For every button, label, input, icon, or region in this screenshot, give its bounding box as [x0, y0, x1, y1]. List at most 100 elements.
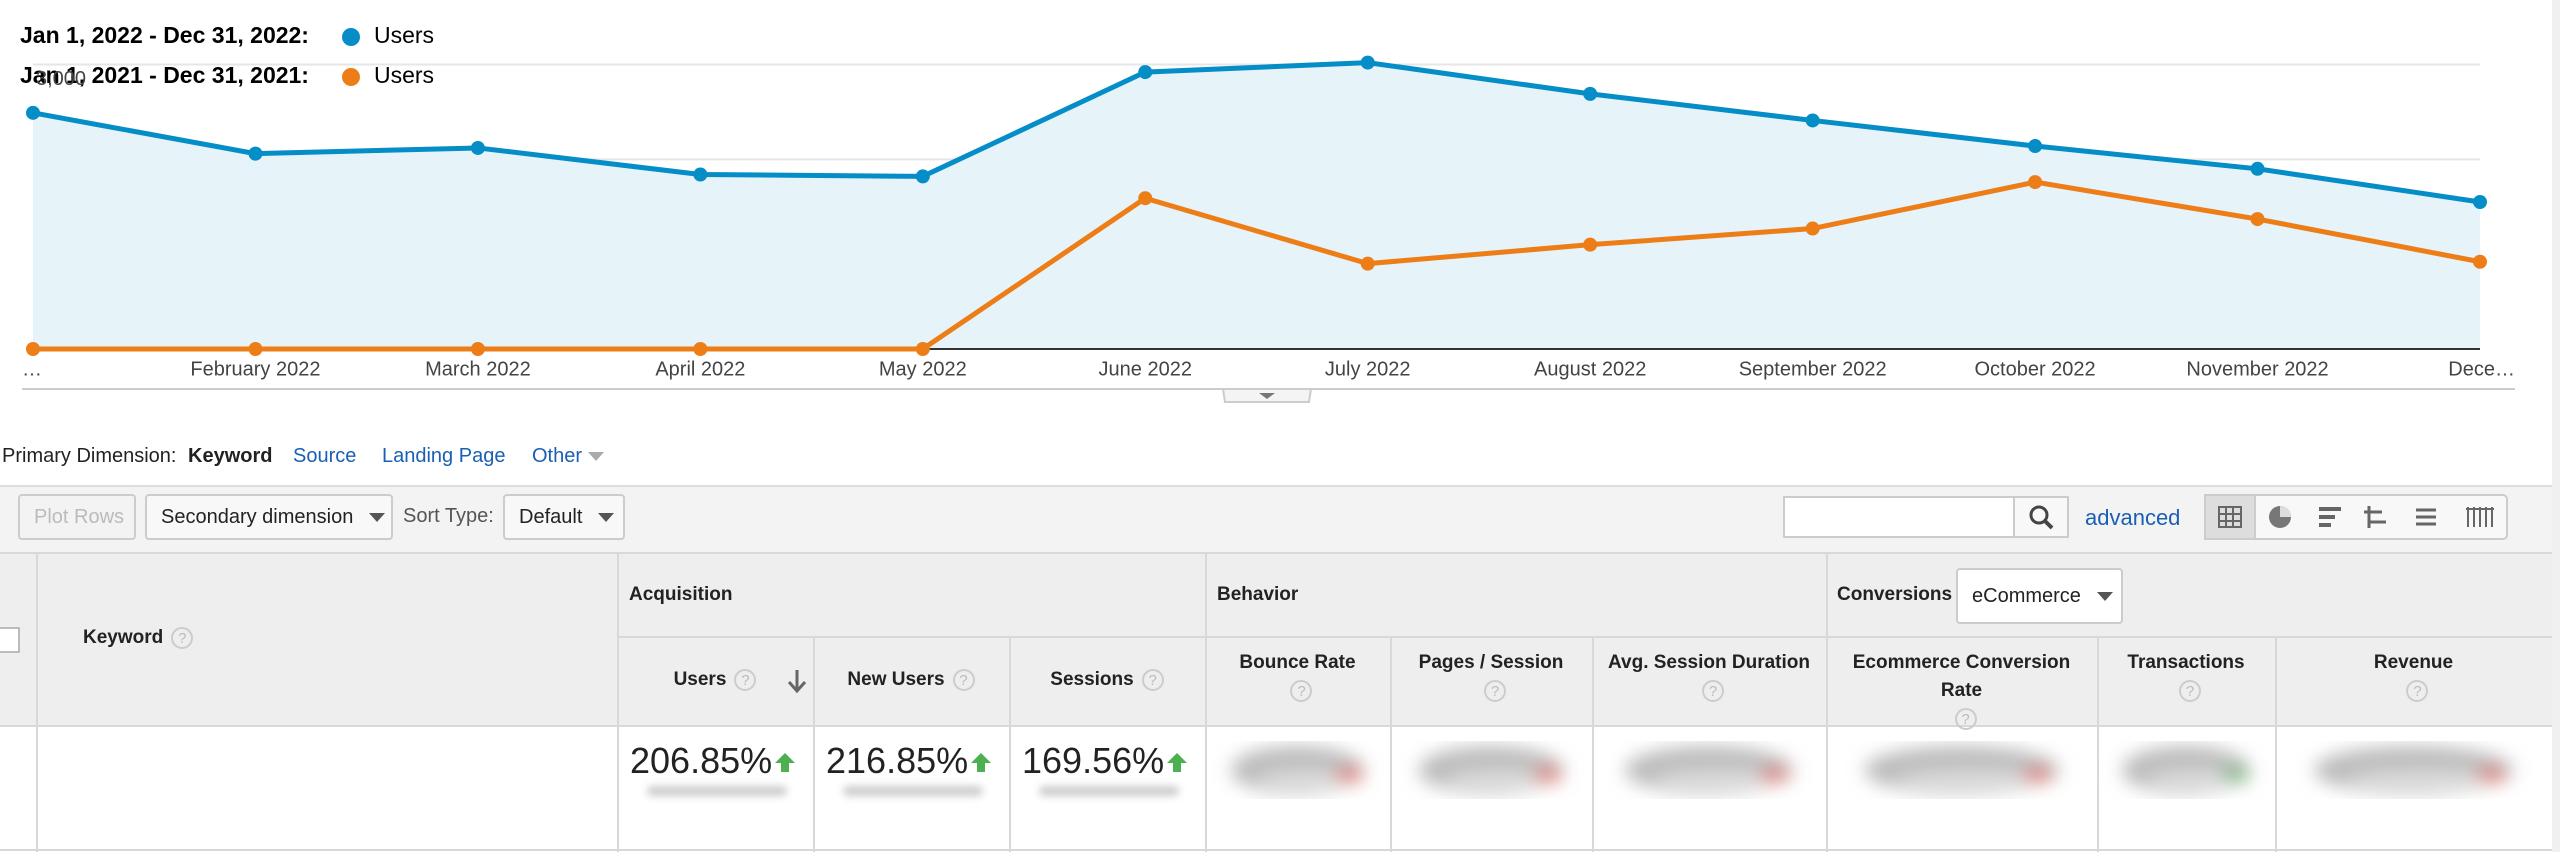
help-icon[interactable]: ?: [1954, 707, 1977, 730]
select-all-checkbox[interactable]: [0, 627, 20, 653]
header-text: Bounce Rate: [1239, 652, 1356, 673]
plot-rows-button[interactable]: Plot Rows: [18, 494, 136, 540]
data-point: [1805, 221, 1820, 236]
advanced-link[interactable]: advanced: [2085, 505, 2181, 530]
column-title: Pages / Session?: [1418, 649, 1564, 705]
column-border: [1205, 552, 1207, 852]
dimension-option[interactable]: Landing Page: [382, 445, 506, 467]
row-border: [0, 849, 2552, 851]
header-text: New Users: [847, 669, 945, 690]
data-point: [1360, 256, 1375, 271]
legend-swatch: [342, 28, 360, 46]
caret: [369, 512, 386, 522]
column-header[interactable]: Avg. Session Duration?: [1592, 637, 1826, 723]
blurred-sparkline: [1039, 786, 1179, 796]
help-icon[interactable]: ?: [1290, 679, 1313, 702]
help-icon[interactable]: ?: [1484, 679, 1506, 702]
data-point: [26, 105, 40, 120]
data-point: [2250, 212, 2265, 227]
conversion-select[interactable]: eCommerce: [1956, 568, 2123, 624]
help-icon[interactable]: ?: [1141, 668, 1164, 691]
sort-type-select[interactable]: Default: [503, 494, 625, 540]
legend-swatch: [342, 68, 360, 86]
legend-range: Jan 1, 2022 - Dec 31, 2022:: [20, 22, 309, 48]
header-divider: [617, 636, 2552, 638]
data-point: [2250, 161, 2265, 176]
x-tick-label: July 2022: [1325, 358, 1411, 380]
column-title: Avg. Session Duration?: [1608, 649, 1810, 705]
legend-label: Users: [374, 22, 434, 48]
y-tick-label: 3,000: [36, 68, 86, 90]
data-point: [915, 169, 930, 184]
collapse-caret: [1259, 393, 1275, 399]
data-point: [1805, 113, 1820, 128]
column-header[interactable]: Users?: [617, 637, 813, 723]
trend-up-icon: [971, 753, 991, 772]
header-text: Ecommerce Conversion Rate: [1852, 652, 2071, 701]
help-icon[interactable]: ?: [734, 668, 757, 691]
column-border: [1009, 637, 1011, 852]
column-border: [1826, 552, 1828, 852]
column-header[interactable]: Sessions?: [1009, 637, 1205, 723]
column-border: [1592, 637, 1594, 852]
column-header[interactable]: Ecommerce Conversion Rate?: [1826, 637, 2097, 730]
header-text: Revenue: [2373, 652, 2454, 673]
header-text: Keyword: [83, 627, 164, 649]
help-icon[interactable]: ?: [1702, 679, 1724, 702]
column-header[interactable]: New Users?: [813, 637, 1009, 723]
header-text: Pages / Session: [1418, 652, 1564, 673]
caret: [588, 452, 605, 462]
column-header[interactable]: Pages / Session?: [1390, 637, 1592, 723]
header-text: Users: [673, 669, 727, 690]
row-value: 216.85%: [826, 740, 969, 781]
group-header: Acquisition: [629, 584, 733, 605]
column-header[interactable]: Transactions?: [2097, 637, 2275, 723]
sort-arrow: [787, 670, 807, 694]
primary-dimension-label: Primary Dimension:: [2, 445, 177, 467]
column-header[interactable]: Bounce Rate?: [1205, 637, 1390, 723]
column-title: Transactions?: [2127, 649, 2245, 705]
data-point: [2028, 175, 2043, 190]
caret: [598, 512, 615, 522]
help-icon[interactable]: ?: [2179, 679, 2201, 702]
trend-up-icon: [1167, 753, 1187, 772]
column-title: Users?: [674, 666, 757, 694]
row-value: 169.56%: [1022, 740, 1165, 781]
header-text: Transactions: [2127, 652, 2245, 673]
dimension-option[interactable]: Other: [532, 445, 605, 468]
data-point: [248, 146, 263, 161]
search-input[interactable]: [1783, 496, 2015, 538]
column-title: New Users?: [847, 666, 975, 694]
x-tick-label: November 2022: [2186, 358, 2328, 380]
column-header[interactable]: Revenue?: [2275, 637, 2552, 723]
header-text: Avg. Session Duration: [1608, 652, 1810, 673]
column-title: Revenue?: [2374, 649, 2453, 705]
dimension-header[interactable]: Keyword?: [83, 627, 194, 649]
search-button[interactable]: [2013, 496, 2069, 538]
table-header: [0, 552, 2552, 727]
column-border: [617, 552, 619, 852]
series-area: [33, 62, 2480, 349]
help-icon[interactable]: ?: [2406, 679, 2429, 702]
legend-range: Jan 1, 2021 - Dec 31, 2021:: [20, 62, 309, 88]
data-point: [2473, 254, 2487, 269]
row-value: 206.85%: [630, 740, 773, 781]
column-title: Ecommerce Conversion Rate?: [1836, 649, 2087, 733]
caret: [2096, 591, 2113, 601]
data-point: [248, 342, 263, 356]
x-tick-label: October 2022: [1974, 358, 2095, 380]
search-icon: [2029, 505, 2054, 530]
column-border: [2275, 637, 2277, 852]
x-tick-label: …: [22, 358, 42, 380]
dimension-option[interactable]: Source: [293, 445, 357, 467]
blurred-sparkline: [647, 786, 787, 796]
dimension-active[interactable]: Keyword: [188, 445, 273, 467]
help-icon[interactable]: ?: [952, 668, 975, 691]
series-line: [33, 179, 2481, 352]
data-point: [1360, 55, 1375, 70]
x-tick-label: September 2022: [1739, 358, 1887, 380]
help-icon[interactable]: ?: [171, 627, 194, 649]
view-switcher[interactable]: [2204, 494, 2508, 540]
secondary-dimension-select[interactable]: Secondary dimension: [145, 494, 393, 540]
scrollbar: [2552, 0, 2560, 852]
